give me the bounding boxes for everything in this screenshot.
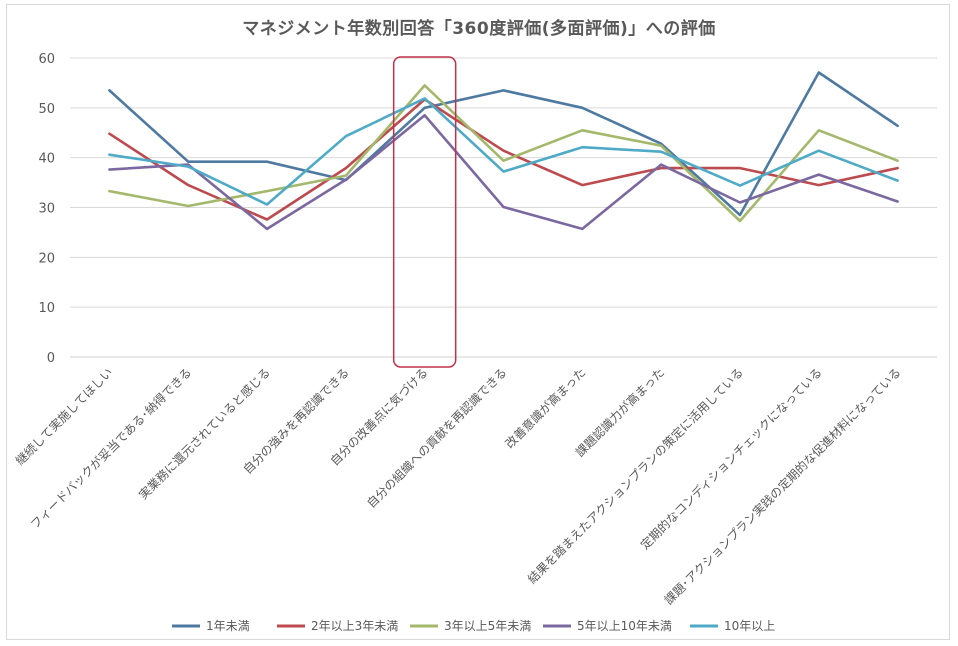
highlight-box bbox=[392, 56, 457, 368]
highlight-rect bbox=[392, 56, 457, 368]
x-category-label: 改善意識が高まった bbox=[502, 365, 589, 452]
series-lines bbox=[108, 71, 899, 231]
x-category-label: 実業務に還元されていると感じる bbox=[136, 365, 274, 503]
x-category-label: 自分の組織への貢献を再認識できる bbox=[363, 365, 509, 511]
series-line bbox=[108, 97, 899, 206]
y-tick-label: 0 bbox=[47, 351, 55, 366]
series-line bbox=[108, 84, 899, 223]
gridlines bbox=[70, 57, 937, 358]
legend-label: 3年以上5年未満 bbox=[444, 619, 531, 633]
legend-label: 2年以上3年未満 bbox=[311, 619, 398, 633]
y-tick-label: 10 bbox=[38, 301, 55, 316]
x-category-label: フィードバックが妥当である･納得できる bbox=[27, 365, 194, 532]
chart-title: マネジメント年数別回答「360度評価(多面評価)」への評価 bbox=[242, 19, 716, 39]
y-axis-ticks: 0 10 20 30 40 50 60 bbox=[38, 52, 55, 366]
y-tick-label: 30 bbox=[38, 202, 55, 217]
chart-frame bbox=[6, 4, 950, 640]
series-line bbox=[108, 114, 899, 231]
legend-label: 1年未満 bbox=[206, 619, 250, 633]
legend: 1年未満 2年以上3年未満 3年以上5年未満 5年以上10年未満 10年以上 bbox=[172, 619, 775, 633]
x-category-label: 定期的なコンディションチェックになっている bbox=[637, 365, 825, 553]
x-axis-labels: 継続して実施してほしいフィードバックが妥当である･納得できる実業務に還元されてい… bbox=[12, 365, 904, 608]
y-tick-label: 40 bbox=[38, 152, 55, 167]
y-tick-label: 20 bbox=[38, 251, 55, 266]
series-line bbox=[108, 71, 899, 217]
legend-label: 10年以上 bbox=[724, 619, 775, 633]
x-category-label: 課題認識力が高まった bbox=[572, 365, 667, 460]
y-tick-label: 60 bbox=[38, 52, 55, 67]
legend-label: 5年以上10年未満 bbox=[577, 619, 672, 633]
y-tick-label: 50 bbox=[38, 102, 55, 117]
